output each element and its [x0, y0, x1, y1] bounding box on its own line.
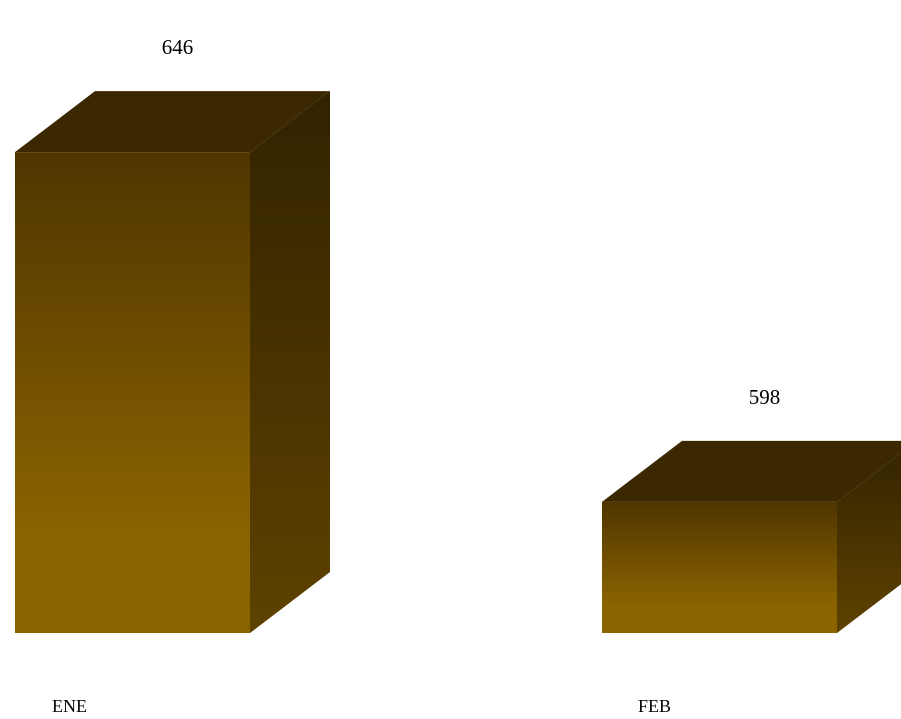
bar-front-face — [15, 152, 250, 633]
bar-feb — [602, 441, 901, 633]
x-tick-label: FEB — [638, 696, 671, 716]
x-tick-label: ENE — [52, 696, 87, 716]
bar-ene — [15, 91, 330, 633]
bar-side-face — [250, 91, 330, 633]
bar-front-face — [602, 502, 837, 633]
data-label: 646 — [162, 35, 194, 59]
data-label: 598 — [749, 385, 781, 409]
plot-area — [15, 91, 901, 633]
